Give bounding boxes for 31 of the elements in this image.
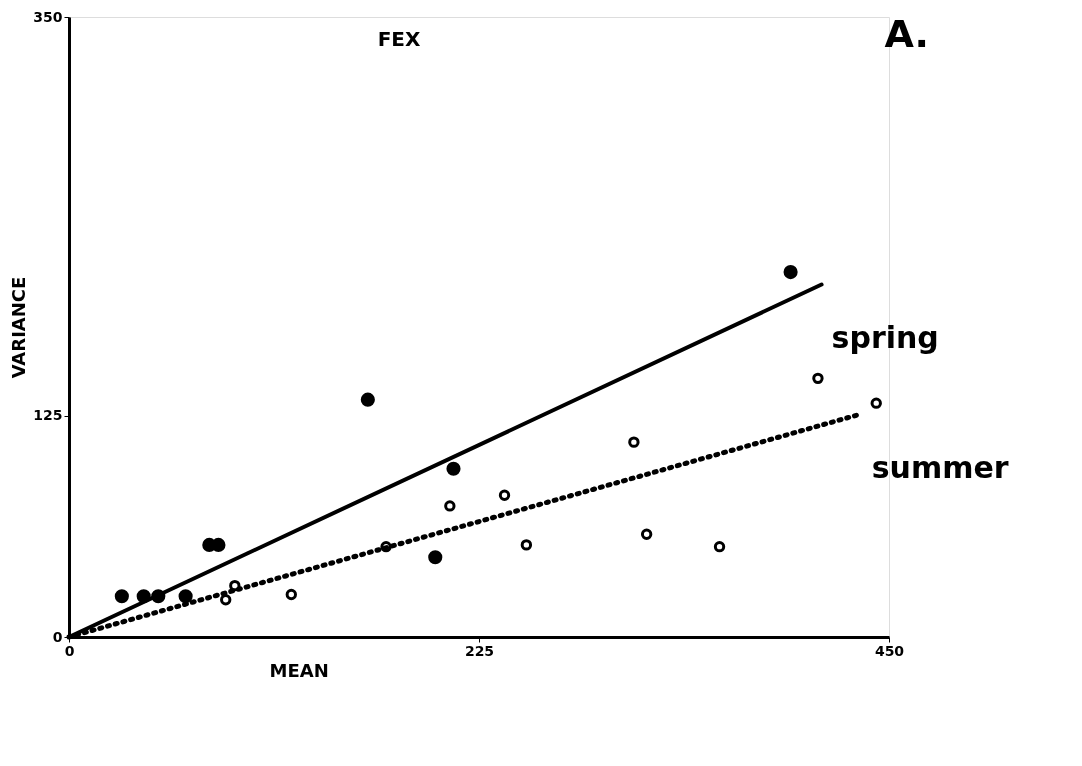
point bbox=[444, 500, 456, 512]
point bbox=[285, 588, 297, 601]
point bbox=[428, 550, 443, 565]
point bbox=[360, 392, 375, 407]
point bbox=[229, 579, 241, 592]
series-label: spring bbox=[831, 320, 939, 356]
point bbox=[520, 539, 533, 551]
x-tick-label: 0 bbox=[64, 642, 75, 659]
series-label: summer bbox=[871, 449, 1009, 485]
annotation: A. bbox=[884, 12, 929, 56]
point bbox=[498, 489, 511, 501]
point bbox=[628, 436, 640, 448]
y-tick-label: 125 bbox=[33, 407, 63, 424]
x-axis-title: MEAN bbox=[269, 659, 329, 681]
point bbox=[380, 540, 392, 553]
point bbox=[211, 537, 226, 552]
x-tick-label: 225 bbox=[464, 642, 495, 659]
point bbox=[220, 594, 232, 606]
point bbox=[178, 589, 193, 604]
point bbox=[446, 461, 461, 476]
point bbox=[114, 589, 129, 604]
y-tick-label: 350 bbox=[33, 8, 63, 25]
point bbox=[812, 372, 824, 385]
text: FEX bbox=[377, 27, 421, 51]
point bbox=[870, 397, 882, 409]
y-tick-label: 0 bbox=[52, 628, 63, 645]
point bbox=[640, 528, 653, 540]
point bbox=[713, 540, 726, 553]
x-tick-label: 450 bbox=[874, 642, 905, 659]
y-axis-title: VARIANCE bbox=[8, 276, 30, 379]
point bbox=[783, 265, 798, 280]
